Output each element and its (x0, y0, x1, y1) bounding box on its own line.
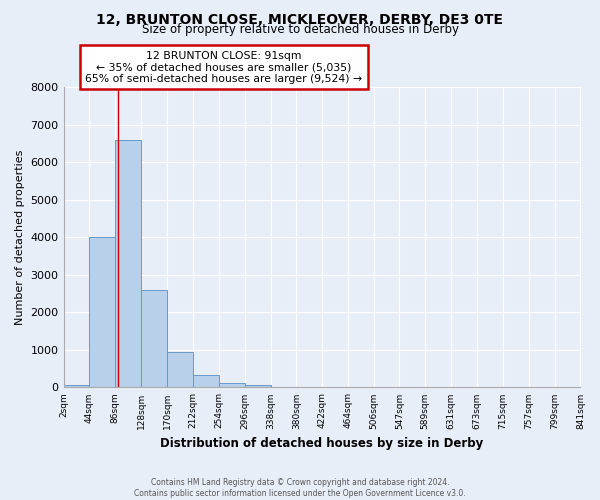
Text: Contains HM Land Registry data © Crown copyright and database right 2024.
Contai: Contains HM Land Registry data © Crown c… (134, 478, 466, 498)
X-axis label: Distribution of detached houses by size in Derby: Distribution of detached houses by size … (160, 437, 484, 450)
Text: 12 BRUNTON CLOSE: 91sqm
← 35% of detached houses are smaller (5,035)
65% of semi: 12 BRUNTON CLOSE: 91sqm ← 35% of detache… (85, 51, 362, 84)
Bar (245, 385, 271, 388)
Y-axis label: Number of detached properties: Number of detached properties (15, 150, 25, 325)
Text: Size of property relative to detached houses in Derby: Size of property relative to detached ho… (142, 22, 458, 36)
Bar (141, 290, 167, 388)
Bar (89, 237, 115, 388)
Bar (167, 352, 193, 388)
Text: 12, BRUNTON CLOSE, MICKLEOVER, DERBY, DE3 0TE: 12, BRUNTON CLOSE, MICKLEOVER, DERBY, DE… (97, 12, 503, 26)
Bar (64, 385, 89, 388)
Bar (193, 376, 219, 388)
Bar (219, 382, 245, 388)
Bar (115, 140, 141, 388)
